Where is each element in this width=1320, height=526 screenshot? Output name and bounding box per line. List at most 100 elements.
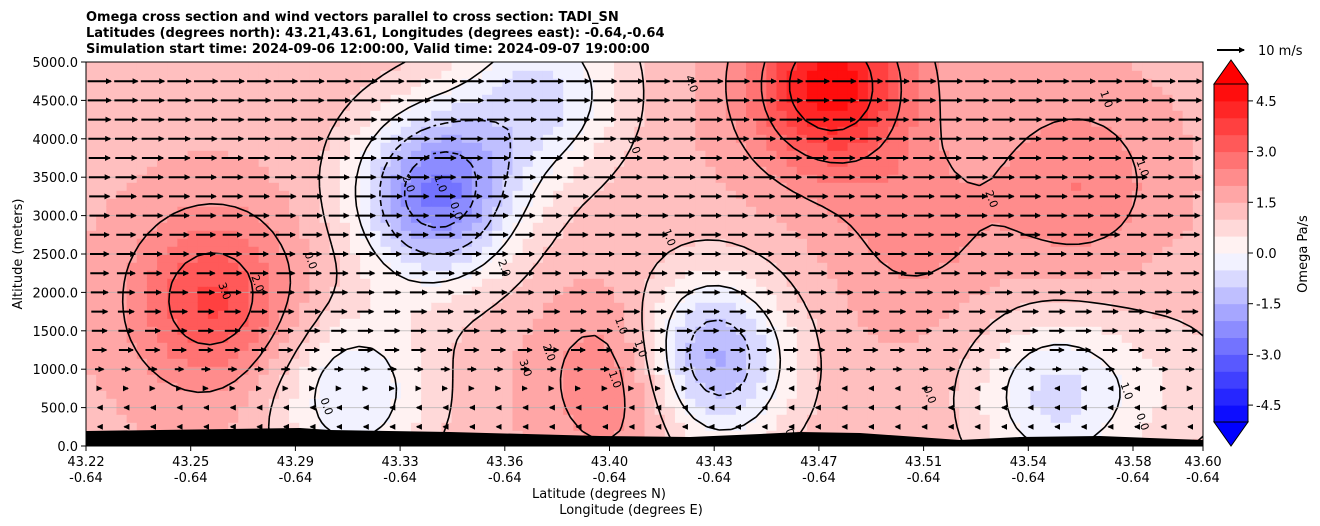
colorbar-segment [1214, 388, 1248, 406]
chart-title-line-1: Omega cross section and wind vectors par… [86, 10, 619, 25]
colorbar: -4.5 -3.0 -1.5 0.0 1.5 3.0 4.5 [1213, 59, 1281, 447]
x-tick-label-longitude: -0.64 [174, 471, 208, 486]
colorbar-segment [1214, 303, 1248, 322]
x-tick-label-latitude: 43.51 [905, 455, 942, 470]
colorbar-segment [1214, 168, 1248, 186]
wind-vectors [87, 78, 1203, 430]
y-tick-label: 3500.0 [33, 171, 79, 186]
y-tick-label: 1500.0 [33, 325, 79, 340]
contour-label: 2.0 [982, 189, 1000, 210]
x-tick-label-longitude: -0.64 [1011, 471, 1045, 486]
y-tick-label: 5000.0 [33, 56, 79, 71]
x-axis-label-longitude: Longitude (degrees E) [559, 503, 703, 518]
contour-label: 1.0 [631, 338, 649, 359]
colorbar-tick-label: 3.0 [1256, 146, 1277, 161]
colorbar-tick-label: -4.5 [1256, 399, 1281, 414]
colorbar-segment [1214, 100, 1248, 119]
colorbar-tick-label: 1.5 [1256, 196, 1277, 211]
chart-title-line-3: Simulation start time: 2024-09-06 12:00:… [86, 42, 650, 57]
colorbar-segment [1214, 320, 1248, 338]
colorbar-segment [1214, 84, 1248, 102]
chart-title-line-2: Latitudes (degrees north): 43.21,43.61, … [86, 26, 665, 41]
contour-label: 1.0 [612, 315, 630, 336]
colorbar-segment [1214, 371, 1248, 389]
contour-label: 2.0 [399, 173, 417, 194]
terrain [86, 428, 1203, 446]
colorbar-segment [1214, 236, 1248, 254]
omega-field [86, 62, 1203, 446]
omega-contours [121, 62, 1203, 446]
contour-label: 0.0 [447, 200, 465, 221]
contour-label: 0.0 [1133, 411, 1151, 432]
x-tick-label-latitude: 43.22 [67, 455, 104, 470]
x-tick-label-longitude: -0.64 [69, 471, 103, 486]
colorbar-segment [1214, 269, 1248, 288]
y-axis-label: Altitude (meters) [11, 199, 26, 310]
x-tick-label-latitude: 43.40 [591, 455, 628, 470]
y-tick-label: 4500.0 [33, 94, 79, 109]
colorbar-segment [1214, 134, 1248, 153]
x-tick-label-latitude: 43.60 [1184, 455, 1221, 470]
quiver-key-label: 10 m/s [1258, 44, 1303, 59]
colorbar-label: Omega Pa/s [1296, 215, 1311, 293]
x-axis: 43.22-0.6443.25-0.6443.29-0.6443.33-0.64… [67, 446, 1222, 486]
quiver-key: 10 m/s [1217, 44, 1303, 59]
colorbar-segment [1214, 253, 1248, 271]
contour-line [788, 62, 874, 132]
contour-label: 1.0 [1117, 381, 1135, 402]
y-tick-label: 1000.0 [33, 363, 79, 378]
plot-area: 3.0 2.02.0 1.00.00.00.02.03.02.01.01.01.00… [86, 62, 1203, 448]
x-tick-label-latitude: 43.36 [486, 455, 523, 470]
colorbar-segment [1214, 286, 1248, 305]
contour-label: 1.0 [1133, 158, 1151, 179]
contour-label: 1.0 [660, 227, 678, 248]
contour-label: 1.0 [606, 369, 624, 390]
colorbar-segment [1214, 185, 1248, 203]
colorbar-tick-label: -1.5 [1256, 298, 1281, 313]
y-tick-label: 2000.0 [33, 286, 79, 301]
y-tick-label: 0.0 [57, 440, 78, 455]
contour-label: 0.0 [782, 427, 800, 448]
x-tick-label-latitude: 43.43 [696, 455, 733, 470]
y-tick-label: 500.0 [41, 402, 78, 417]
y-tick-label: 3000.0 [33, 210, 79, 225]
contour-label: 0.0 [921, 384, 939, 405]
colorbar-segment [1214, 337, 1248, 355]
x-tick-label-longitude: -0.64 [1116, 471, 1150, 486]
contour-label: 2.0 [540, 342, 558, 363]
x-tick-label-longitude: -0.64 [1186, 471, 1220, 486]
x-axis-label-latitude: Latitude (degrees N) [532, 487, 666, 502]
contour-line [121, 62, 1138, 441]
contour-label: 4.0 [682, 73, 700, 94]
y-tick-label: 2500.0 [33, 248, 79, 263]
contour-label: 2.0 [495, 258, 513, 279]
contour-label: 0.0 [301, 250, 319, 271]
contour-label: 1.0 [1097, 89, 1115, 110]
x-tick-label-latitude: 43.33 [381, 455, 418, 470]
contour-label: 3.0 [625, 135, 643, 156]
contour-label: 0.0 [317, 396, 335, 417]
colorbar-segment [1214, 202, 1248, 220]
x-tick-label-longitude: -0.64 [488, 471, 522, 486]
contour-label: 2.0 [248, 273, 266, 294]
colorbar-tick-label: 0.0 [1256, 247, 1277, 262]
x-tick-label-latitude: 43.47 [800, 455, 837, 470]
x-tick-label-latitude: 43.25 [172, 455, 209, 470]
x-tick-label-latitude: 43.58 [1114, 455, 1151, 470]
grid-lines [86, 62, 1203, 446]
x-tick-label-longitude: -0.64 [907, 471, 941, 486]
contour-label: 3.0 [516, 358, 534, 379]
colorbar-tick-label: 4.5 [1256, 95, 1277, 110]
colorbar-segment [1214, 151, 1248, 169]
x-tick-label-longitude: -0.64 [697, 471, 731, 486]
contour-label: 3.0 [215, 281, 233, 302]
x-tick-label-longitude: -0.64 [802, 471, 836, 486]
contour-labels: 3.0 2.02.0 1.00.00.00.02.03.02.01.01.01.00… [215, 73, 1151, 448]
contour-label: 1.0 [431, 173, 449, 194]
y-axis: 0.0 500.0 1000.0 1500.0 2000.0 2500.0 3000.0 35… [33, 56, 86, 455]
y-tick-label: 4000.0 [33, 133, 79, 148]
x-tick-label-latitude: 43.29 [277, 455, 314, 470]
colorbar-segment [1214, 117, 1248, 136]
x-tick-label-longitude: -0.64 [383, 471, 417, 486]
colorbar-segment [1214, 405, 1248, 423]
